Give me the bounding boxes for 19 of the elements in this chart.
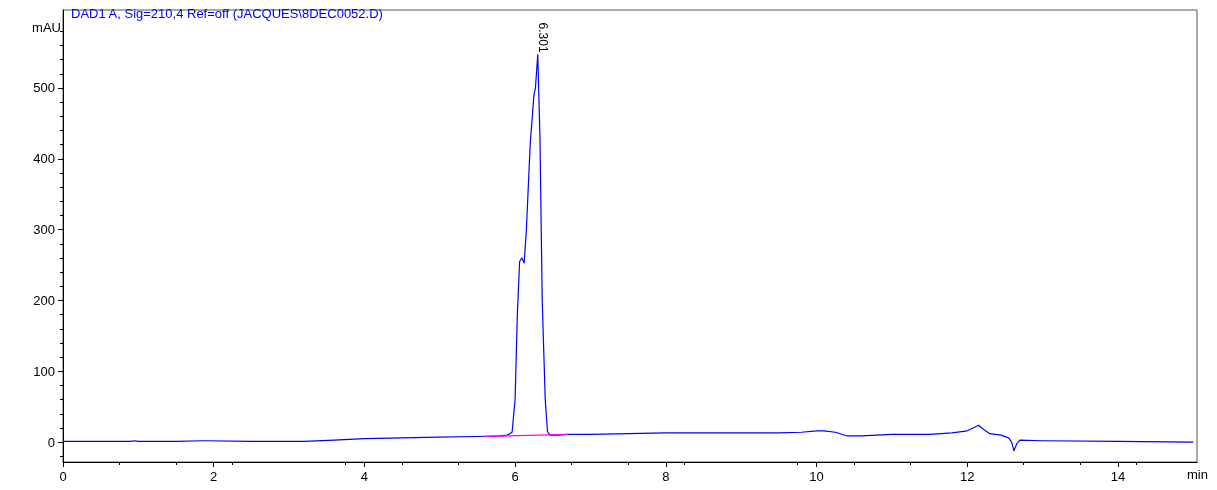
y-axis-title: mAU	[32, 20, 61, 35]
chart-title: DAD1 A, Sig=210,4 Ref=off (JACQUES\8DEC0052.D)	[71, 6, 383, 21]
y-tick-label: 100	[33, 363, 55, 379]
x-tick-label: 10	[809, 469, 824, 484]
y-tick-label: 300	[33, 222, 55, 238]
y-tick-label: 0	[47, 434, 55, 450]
y-tick-label: 500	[33, 80, 55, 96]
annotation: 6.301	[535, 22, 550, 53]
x-axis-title: min	[1187, 467, 1208, 482]
x-tick-label: 14	[1110, 469, 1126, 484]
x-tick-label: 6	[511, 469, 519, 484]
y-tick-label: 200	[33, 292, 55, 308]
line-series	[62, 54, 1194, 452]
x-tick-label: 8	[662, 469, 670, 484]
x-tick-label: 2	[210, 469, 218, 484]
x-tick-label: 0	[59, 469, 67, 484]
x-tick-label: 4	[360, 469, 369, 484]
x-tick-label: 12	[959, 469, 975, 484]
y-tick-label: 400	[33, 151, 55, 167]
